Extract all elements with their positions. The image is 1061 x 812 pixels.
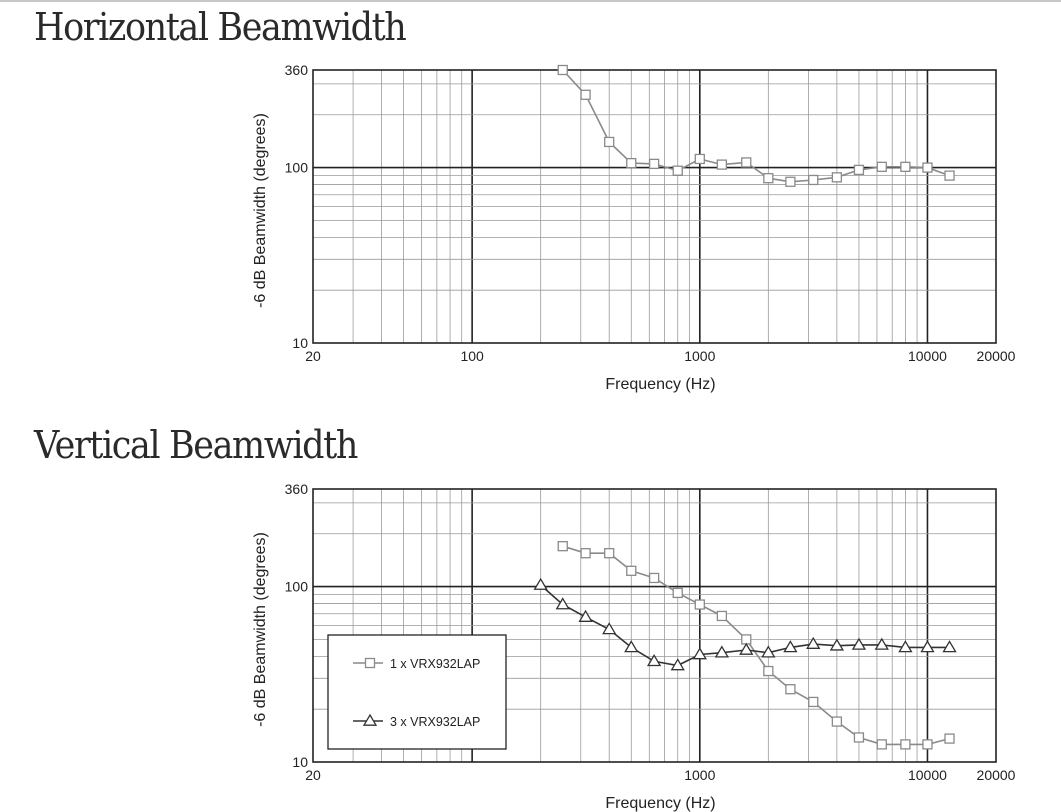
data-point-square [900, 161, 911, 172]
data-point-square [853, 732, 865, 743]
data-point-square [648, 158, 660, 170]
data-point-triangle [806, 636, 821, 649]
data-point-square [900, 739, 911, 750]
data-point-square [626, 157, 637, 169]
horizontal-beamwidth-chart: 20 100 1000 10000 20000 360 100 10 Frequency (Hz… [252, 62, 1016, 393]
x-tick-label: 20000 [977, 767, 1016, 783]
data-point-triangle [578, 609, 593, 622]
x-tick-label: 10000 [908, 348, 947, 364]
data-point-triangle [533, 577, 548, 590]
data-point-square [808, 696, 819, 708]
data-point-triangle [670, 658, 685, 671]
data-point-square [741, 634, 752, 645]
series-1 [557, 64, 955, 187]
data-point-triangle [714, 645, 729, 658]
data-point-square [716, 610, 728, 622]
data-point-triangle [898, 640, 913, 653]
data-point-square [672, 165, 683, 176]
legend-box [327, 634, 507, 750]
x-tick-label: 100 [460, 348, 484, 364]
x-axis-label: Frequency (Hz) [605, 376, 715, 393]
x-tick-label: 20000 [977, 348, 1016, 364]
y-tick-label: 360 [285, 481, 309, 497]
y-tick-label: 100 [285, 579, 309, 595]
series-2 [533, 577, 957, 671]
data-point-square [694, 153, 705, 165]
data-point-square [922, 739, 933, 750]
data-point-square [763, 665, 774, 677]
y-tick-label: 100 [285, 160, 309, 176]
data-point-square [626, 565, 637, 576]
data-point-triangle [624, 640, 639, 653]
data-point-square [944, 733, 955, 744]
plot-frame [312, 488, 997, 763]
legend-marker [364, 657, 376, 669]
data-point-triangle [783, 640, 798, 653]
data-point-triangle [829, 638, 845, 651]
data-point-square [648, 572, 660, 584]
data-point-square [763, 173, 774, 184]
legend-marker [362, 713, 378, 726]
data-point-triangle [555, 597, 570, 610]
data-point-triangle [920, 640, 935, 653]
x-tick-label: 1000 [684, 767, 715, 783]
top-rule [0, 0, 1061, 2]
x-tick-label: 1000 [684, 348, 715, 364]
data-point-square [944, 170, 955, 181]
legend-label: 1 x VRX932LAP [390, 657, 480, 671]
data-point-triangle [761, 645, 776, 658]
data-point-square [716, 159, 728, 170]
data-point-square [853, 164, 865, 176]
data-point-square [876, 161, 887, 172]
data-point-triangle [692, 647, 707, 660]
plot-frame [312, 69, 997, 344]
legend-label: 3 x VRX932LAP [390, 715, 480, 729]
x-axis-label: Frequency (Hz) [605, 795, 715, 812]
data-point-square [672, 587, 683, 599]
x-tick-label: 20 [305, 767, 321, 783]
grid [313, 70, 996, 343]
legend: 1 x VRX932LAP 3 x VRX932LAP [327, 634, 507, 750]
data-point-square [604, 136, 615, 148]
x-tick-label: 10000 [908, 767, 947, 783]
data-point-square [808, 174, 819, 186]
vertical-section-title: Vertical Beamwidth [34, 423, 358, 467]
horizontal-section-title: Horizontal Beamwidth [34, 5, 407, 49]
data-point-square [876, 739, 887, 750]
data-point-square [922, 162, 933, 173]
data-point-triangle [874, 637, 889, 650]
data-point-square [557, 541, 568, 552]
y-tick-label: 360 [285, 62, 309, 78]
data-point-triangle [739, 642, 754, 655]
data-point-square [785, 176, 796, 187]
data-point-triangle [646, 654, 662, 667]
data-point-square [785, 684, 796, 695]
data-point-square [694, 599, 705, 610]
x-tick-label: 20 [305, 348, 321, 364]
data-point-square [831, 172, 843, 183]
data-point-square [557, 64, 568, 76]
data-point-triangle [851, 637, 867, 650]
data-point-square [580, 89, 591, 100]
y-axis-label: -6 dB Beamwidth (degrees) [252, 113, 269, 308]
data-point-square [604, 548, 615, 559]
data-point-square [580, 548, 591, 559]
data-point-triangle [602, 622, 617, 635]
y-axis-label: -6 dB Beamwidth (degrees) [252, 532, 269, 727]
data-point-square [831, 716, 843, 727]
series-1 [557, 541, 955, 750]
y-tick-label: 10 [292, 754, 308, 770]
data-point-square [741, 157, 752, 168]
data-point-triangle [942, 640, 957, 653]
y-tick-label: 10 [292, 335, 308, 351]
